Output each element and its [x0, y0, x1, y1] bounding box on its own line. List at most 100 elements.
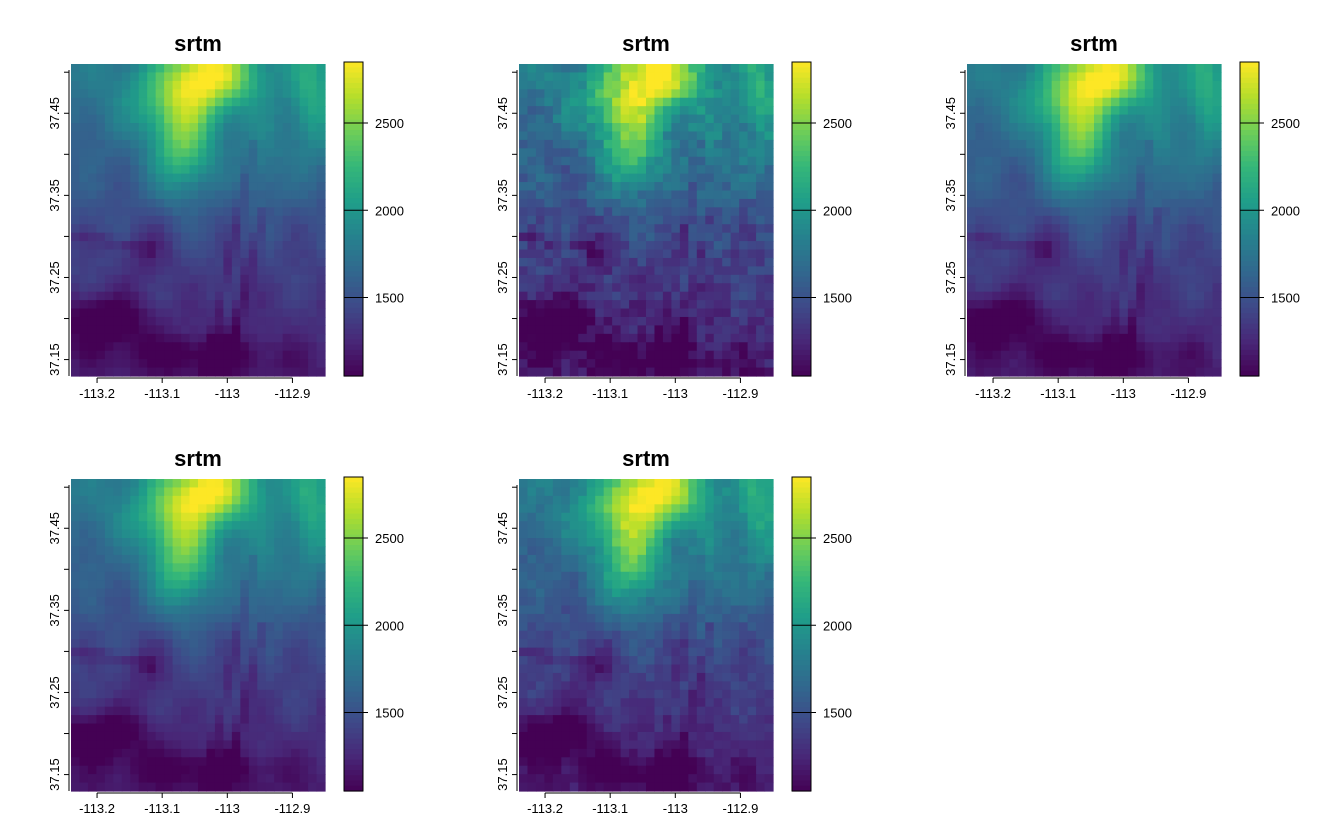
raster-cell	[291, 521, 301, 531]
legend-color-step	[1240, 192, 1259, 199]
raster-cell	[629, 72, 639, 82]
raster-cell	[1077, 72, 1087, 82]
raster-cell	[1204, 207, 1214, 217]
raster-cell	[552, 215, 562, 225]
raster-cell	[671, 148, 681, 158]
raster-cell	[612, 521, 622, 531]
raster-cell	[130, 283, 140, 293]
raster-cell	[257, 64, 267, 74]
raster-cell	[1060, 359, 1070, 369]
raster-cell	[1009, 80, 1019, 90]
raster-cell	[1178, 207, 1188, 217]
x-tick-label: -113.1	[144, 386, 180, 401]
raster-cell	[595, 521, 605, 531]
raster-cell	[316, 316, 326, 326]
raster-cell	[603, 190, 613, 200]
raster-cell	[291, 689, 301, 699]
raster-cell	[1068, 300, 1078, 310]
raster-cell	[527, 173, 537, 183]
raster-cell	[240, 148, 250, 158]
raster-cell	[586, 266, 596, 276]
raster-cell	[155, 97, 165, 107]
raster-cell	[130, 706, 140, 716]
raster-cell	[1051, 89, 1061, 99]
raster-cell	[71, 215, 81, 225]
raster-cell	[544, 274, 554, 284]
raster-cell	[1170, 89, 1180, 99]
raster-cell	[87, 698, 97, 708]
raster-cell	[975, 224, 985, 234]
raster-cell	[223, 698, 233, 708]
raster-cell	[1068, 139, 1078, 149]
raster-cell	[164, 748, 174, 758]
raster-cell	[265, 571, 275, 581]
raster-cell	[265, 139, 275, 149]
raster-cell	[1204, 350, 1214, 360]
raster-cell	[299, 64, 309, 74]
raster-cell	[705, 350, 715, 360]
raster-cell	[629, 215, 639, 225]
raster-cell	[612, 148, 622, 158]
raster-cell	[578, 300, 588, 310]
raster-cell	[130, 325, 140, 335]
raster-cell	[257, 479, 267, 489]
raster-cell	[705, 367, 715, 377]
raster-cell	[519, 182, 529, 192]
raster-cell	[164, 580, 174, 590]
raster-cell	[121, 521, 131, 531]
raster-cell	[308, 249, 318, 259]
raster-cell	[1136, 241, 1146, 251]
raster-cell	[519, 173, 529, 183]
raster-cell	[71, 765, 81, 775]
raster-cell	[612, 291, 622, 301]
raster-cell	[1144, 367, 1154, 377]
raster-cell	[1153, 123, 1163, 133]
raster-cell	[257, 342, 267, 352]
raster-cell	[130, 723, 140, 733]
raster-cell	[756, 333, 766, 343]
raster-cell	[113, 207, 123, 217]
raster-cell	[206, 748, 216, 758]
raster-cell	[164, 190, 174, 200]
raster-cell	[1000, 156, 1010, 166]
raster-cell	[1204, 274, 1214, 284]
raster-cell	[274, 782, 284, 792]
raster-cell	[240, 554, 250, 564]
raster-cell	[747, 106, 757, 116]
raster-cell	[172, 131, 182, 141]
raster-cell	[671, 300, 681, 310]
raster-cell	[1187, 300, 1197, 310]
raster-cell	[104, 350, 114, 360]
raster-cell	[113, 182, 123, 192]
raster-cell	[603, 333, 613, 343]
raster-cell	[274, 316, 284, 326]
legend-color-step	[792, 292, 811, 299]
raster-cell	[274, 114, 284, 124]
raster-cell	[646, 139, 656, 149]
raster-cell	[747, 72, 757, 82]
raster-cell	[620, 512, 630, 522]
raster-cell	[688, 72, 698, 82]
raster-cell	[569, 89, 579, 99]
raster-cell	[713, 232, 723, 242]
raster-cell	[620, 72, 630, 82]
raster-cell	[308, 241, 318, 251]
raster-cell	[679, 123, 689, 133]
raster-cell	[527, 274, 537, 284]
raster-cell	[1161, 198, 1171, 208]
raster-cell	[231, 300, 241, 310]
raster-cell	[113, 173, 123, 183]
raster-cell	[274, 266, 284, 276]
raster-cell	[1212, 232, 1222, 242]
raster-cell	[1212, 207, 1222, 217]
raster-cell	[730, 316, 740, 326]
raster-cell	[722, 97, 732, 107]
legend-color-step	[792, 114, 811, 121]
raster-cell	[1094, 114, 1104, 124]
raster-cell	[637, 495, 647, 505]
legend-color-step	[792, 182, 811, 189]
raster-cell	[578, 106, 588, 116]
raster-cell	[138, 588, 148, 598]
raster-cell	[172, 106, 182, 116]
raster-cell	[1051, 215, 1061, 225]
